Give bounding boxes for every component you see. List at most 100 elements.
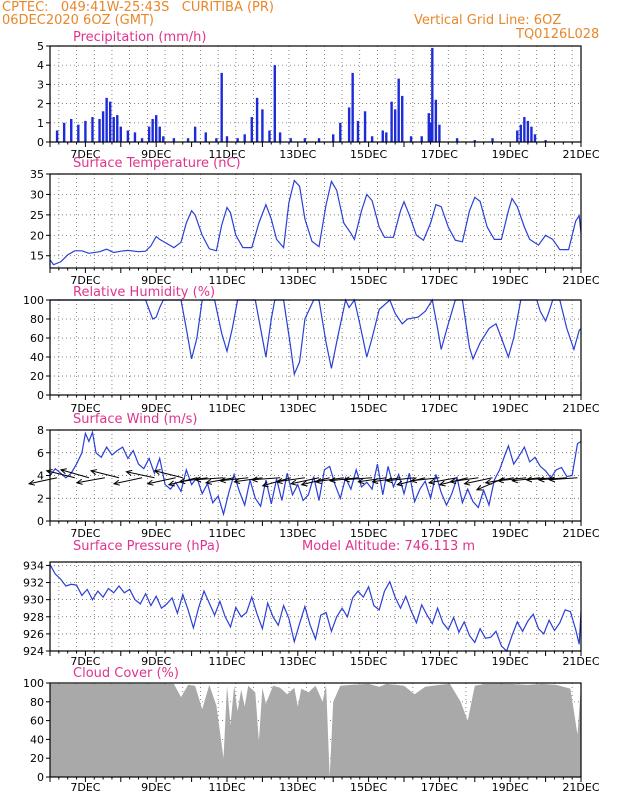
precip-bar [147, 126, 151, 142]
x-tick-label: 11DEC [208, 655, 245, 668]
precip-bar [101, 111, 105, 142]
series-line [49, 430, 582, 517]
x-tick-label: 21DEC [562, 274, 599, 287]
precip-bar [317, 138, 321, 142]
wind-arrow-head [438, 480, 446, 487]
precip-bar [204, 132, 207, 142]
panel-annotation: Model Altitude: 746.113 m [302, 539, 475, 554]
series-line [49, 179, 582, 266]
x-tick-label: 19DEC [492, 527, 529, 540]
x-tick-label: 15DEC [350, 402, 387, 415]
wind-arrow [220, 477, 249, 482]
wind-arrow-head [289, 479, 297, 486]
wind-arrow [90, 470, 120, 479]
wind-arrow-head [250, 476, 258, 483]
x-tick-label: 15DEC [350, 274, 387, 287]
wind-arrow [344, 477, 373, 481]
x-tick-label: 11DEC [208, 781, 245, 794]
model-code: TQ0126L028 [516, 27, 600, 42]
wind-arrow-head [357, 478, 365, 485]
wind-arrow-head [475, 484, 483, 491]
wind-arrow-head [194, 476, 202, 483]
y-tick-label: 932 [23, 577, 44, 590]
wind-arrow-head [449, 478, 457, 485]
cloud-cover-area [50, 683, 581, 777]
y-tick-label: 5 [37, 40, 44, 53]
wind-arrow-head [371, 478, 379, 485]
wind-arrow-head [75, 478, 83, 485]
x-tick-label: 11DEC [208, 402, 245, 415]
x-tick-label: 7DEC [70, 402, 100, 415]
x-tick-label: 9DEC [141, 402, 171, 415]
x-tick-label: 17DEC [421, 402, 458, 415]
precip-bar [215, 138, 218, 142]
precip-bar [438, 124, 441, 142]
y-tick-label: 4 [37, 59, 44, 72]
precip-bar [225, 136, 229, 142]
y-tick-label: 60 [30, 332, 44, 345]
precip-bar [268, 130, 271, 142]
precip-bar [77, 124, 80, 142]
precip-bar [356, 120, 360, 142]
precip-bar [339, 122, 342, 142]
wind-arrow-head [385, 477, 393, 484]
precip-bar [363, 111, 367, 142]
y-tick-label: 0 [37, 771, 44, 784]
precip-bar [519, 124, 523, 142]
wind-arrow [397, 477, 426, 486]
x-tick-label: 13DEC [279, 655, 316, 668]
precip-bar [427, 113, 430, 142]
precip-bar [186, 138, 190, 142]
wind-arrow [276, 477, 305, 483]
wind-arrow-head [427, 478, 436, 485]
x-tick-label: 19DEC [492, 402, 529, 415]
precip-bar [533, 134, 537, 142]
x-tick-label: 9DEC [141, 781, 171, 794]
precip-bar [530, 126, 533, 142]
precip-bar [91, 117, 94, 142]
precip-bar [119, 126, 122, 142]
precip-bar [55, 130, 59, 142]
wind-arrow [464, 477, 493, 485]
y-tick-label: 80 [30, 313, 44, 326]
wind-arrow-head [300, 480, 308, 487]
precip-bar [140, 138, 144, 142]
wind-arrow [372, 477, 401, 483]
wind-arrow-head [410, 477, 418, 484]
wind-arrow [450, 477, 479, 483]
wind-arrow-head [496, 477, 504, 484]
precip-bar [155, 115, 158, 142]
y-tick-label: 30 [30, 188, 44, 201]
precip-bar [62, 122, 66, 142]
y-tick-label: 15 [30, 250, 44, 263]
x-tick-label: 9DEC [141, 655, 171, 668]
wind-arrow [113, 477, 143, 485]
wind-arrow-head [463, 479, 471, 486]
x-tick-label: 13DEC [279, 527, 316, 540]
wind-arrow [329, 477, 359, 482]
precip-bar [381, 130, 384, 142]
wind-arrow [498, 477, 527, 482]
y-tick-label: 0 [37, 136, 44, 149]
y-tick-label: 35 [30, 168, 44, 181]
wind-arrow-head [484, 478, 492, 485]
x-tick-label: 21DEC [562, 402, 599, 415]
y-tick-label: 3 [37, 78, 44, 91]
x-tick-label: 11DEC [208, 274, 245, 287]
precip-bar [526, 120, 530, 142]
precip-bar [108, 101, 112, 142]
wind-arrow [147, 477, 176, 485]
y-tick-label: 20 [30, 229, 44, 242]
x-tick-label: 19DEC [492, 655, 529, 668]
precip-bar [473, 140, 476, 142]
y-tick-label: 6 [37, 447, 44, 460]
precip-bar [261, 109, 264, 142]
wind-arrow-head [167, 480, 175, 487]
wind-arrow-head [125, 469, 133, 476]
precip-bar [105, 97, 108, 142]
precip-bar [289, 138, 292, 142]
y-tick-label: 0 [37, 389, 44, 402]
series-line [50, 298, 582, 377]
x-tick-label: 19DEC [492, 274, 529, 287]
x-tick-label: 7DEC [70, 148, 100, 161]
